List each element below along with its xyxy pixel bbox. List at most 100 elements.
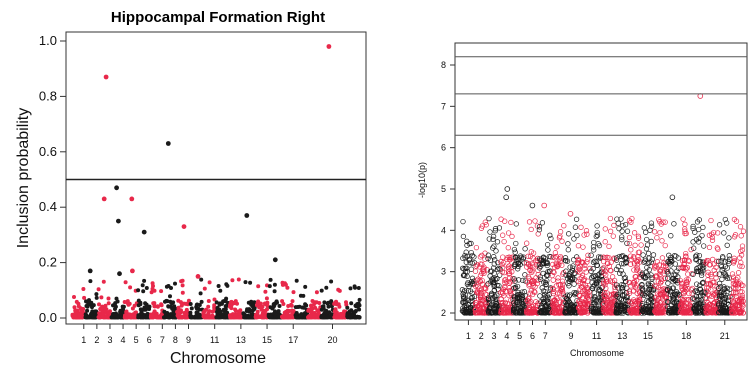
right-data-point [490, 279, 497, 285]
right-data-point [539, 220, 546, 226]
right-data-point [544, 293, 550, 299]
right-data-point [575, 256, 581, 262]
right-data-point [682, 221, 688, 227]
right-data-point [615, 305, 622, 311]
right-data-point [602, 282, 608, 288]
right-data-point [631, 261, 638, 267]
left-data-point [168, 294, 172, 299]
right-data-point [643, 269, 649, 275]
right-data-point [492, 226, 499, 232]
right-data-point [692, 288, 698, 294]
right-data-point [657, 229, 663, 236]
right-data-point [576, 292, 583, 299]
left-data-point [286, 313, 291, 318]
right-data-point [690, 223, 696, 230]
right-data-point [710, 279, 716, 285]
right-data-point [735, 297, 741, 303]
right-data-point [640, 252, 646, 258]
right-data-point [567, 264, 573, 270]
left-data-point [261, 308, 266, 313]
left-data-point [99, 306, 104, 311]
left-data-point [265, 307, 269, 312]
left-data-point [180, 290, 185, 295]
left-data-point [348, 286, 353, 291]
right-data-point [639, 310, 645, 316]
right-data-point [700, 289, 706, 295]
right-data-point [575, 305, 582, 311]
right-data-point [635, 233, 642, 239]
right-data-point [480, 297, 486, 303]
left-data-point [99, 295, 104, 300]
right-data-point [648, 220, 655, 226]
right-data-point [477, 261, 484, 267]
right-threshold-lines [455, 56, 747, 136]
right-data-point [557, 253, 564, 260]
right-data-point [704, 257, 710, 264]
left-data-point [355, 304, 360, 309]
right-x-label: Chromosome [570, 348, 624, 358]
left-data-point [88, 279, 93, 284]
left-data-point [152, 304, 157, 309]
left-data-point [141, 315, 146, 320]
right-data-point [689, 285, 695, 292]
right-data-point [480, 281, 486, 287]
right-data-point [536, 265, 543, 271]
right-data-point [732, 282, 738, 288]
left-data-point [225, 310, 230, 315]
left-highlight-point [129, 196, 135, 202]
right-data-point [607, 215, 614, 222]
right-data-point [597, 255, 604, 261]
right-plot-frame [454, 42, 748, 321]
left-data-point [294, 315, 299, 320]
right-data-point [546, 253, 553, 260]
right-data-point [467, 259, 473, 266]
left-data-point [309, 303, 313, 308]
left-data-point [268, 312, 273, 317]
right-data-point [596, 299, 602, 305]
left-data-point [324, 285, 329, 290]
right-data-point [687, 302, 693, 309]
right-data-point [602, 254, 609, 261]
right-data-point [628, 256, 635, 263]
left-data-point [262, 301, 267, 306]
right-data-point [621, 275, 628, 282]
right-data-point [740, 228, 747, 234]
right-data-point [737, 263, 743, 269]
right-data-point [511, 246, 518, 253]
right-data-point [730, 281, 737, 287]
right-data-point [573, 290, 579, 296]
left-data-point [182, 310, 187, 315]
right-data-point [565, 280, 571, 287]
right-data-point [482, 219, 488, 225]
left-data-point [233, 312, 238, 317]
right-data-point [592, 258, 598, 264]
left-data-point [356, 286, 361, 290]
right-data-point [489, 276, 495, 282]
right-data-point [739, 294, 745, 301]
right-data-point [735, 270, 742, 276]
right-data-point [592, 296, 598, 303]
right-x-tick-label: 4 [504, 331, 509, 341]
right-data-point [731, 304, 737, 311]
right-data-point [709, 308, 716, 315]
left-data-point [184, 315, 189, 320]
left-data-point [136, 298, 141, 303]
left-data-point [113, 307, 117, 311]
left-data-point [263, 312, 268, 317]
right-data-point [700, 224, 706, 231]
right-data-point [583, 304, 589, 310]
right-data-point [548, 235, 554, 242]
right-data-point [532, 218, 538, 224]
right-data-point [689, 296, 695, 302]
right-data-point [577, 280, 583, 287]
right-data-point [544, 241, 551, 248]
right-data-point [634, 267, 640, 273]
right-data-point [515, 254, 521, 261]
left-data-point [104, 307, 109, 312]
right-data-point [699, 270, 705, 276]
left-data-point [247, 309, 252, 314]
right-data-point [644, 297, 650, 304]
right-data-point [502, 276, 509, 283]
left-y-tick-label: 0.2 [39, 255, 57, 270]
right-data-point [574, 232, 580, 239]
